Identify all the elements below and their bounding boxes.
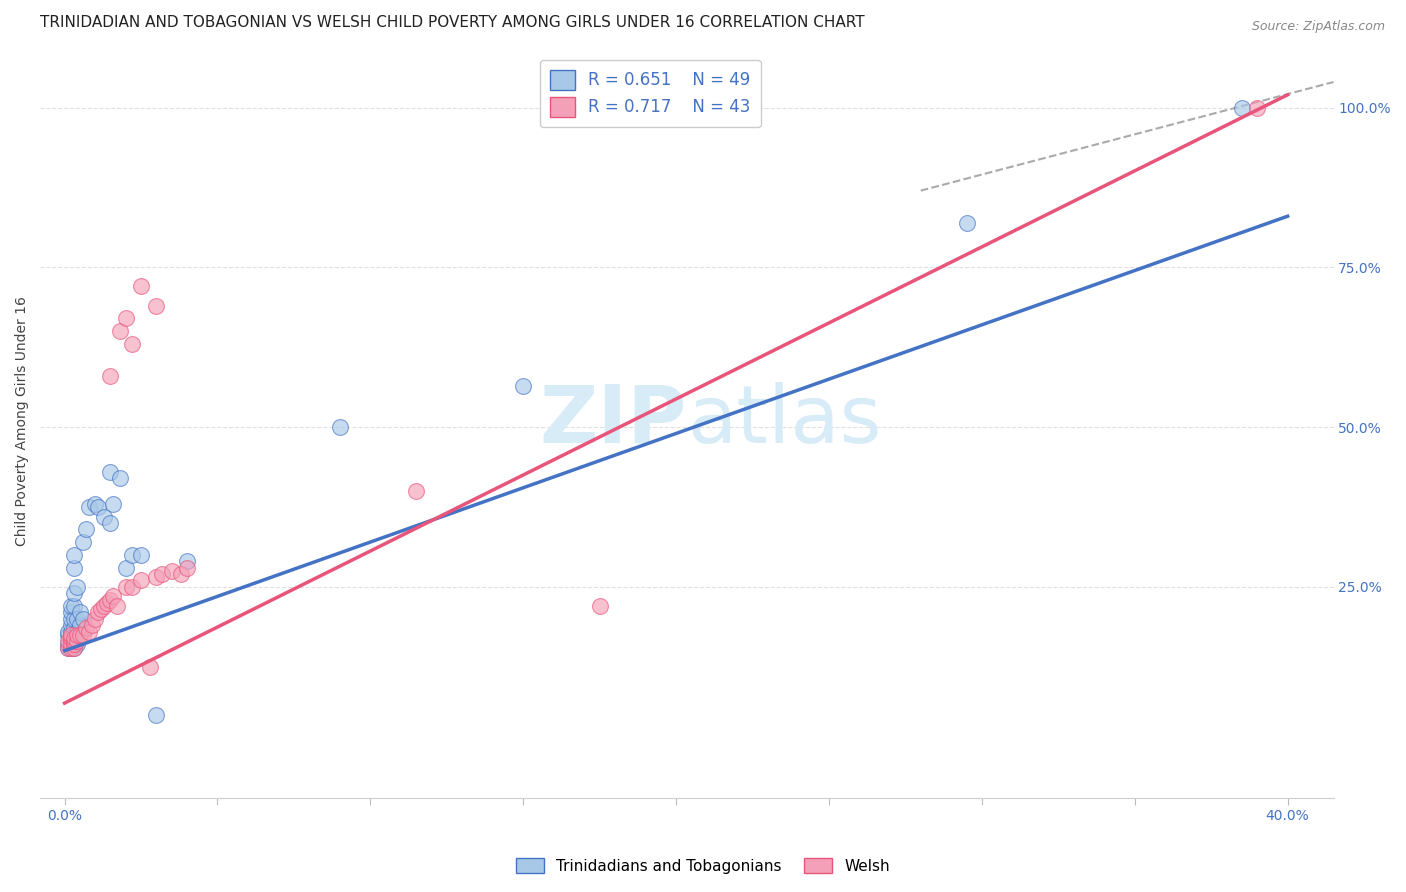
Point — [69, 606, 91, 620]
Point — [176, 560, 198, 574]
Point — [59, 637, 82, 651]
Point — [72, 612, 94, 626]
Point — [66, 580, 89, 594]
Point — [160, 564, 183, 578]
Point — [75, 621, 97, 635]
Point — [56, 640, 79, 655]
Point — [59, 612, 82, 626]
Point — [62, 640, 84, 655]
Point — [62, 640, 84, 655]
Y-axis label: Child Poverty Among Girls Under 16: Child Poverty Among Girls Under 16 — [15, 296, 30, 546]
Legend: Trinidadians and Tobagonians, Welsh: Trinidadians and Tobagonians, Welsh — [510, 852, 896, 880]
Point — [59, 631, 82, 645]
Point — [84, 612, 107, 626]
Point — [955, 216, 977, 230]
Point — [405, 483, 427, 498]
Point — [80, 618, 103, 632]
Point — [56, 628, 79, 642]
Point — [129, 548, 152, 562]
Point — [59, 634, 82, 648]
Point — [62, 599, 84, 613]
Point — [145, 707, 167, 722]
Point — [121, 580, 143, 594]
Point — [56, 634, 79, 648]
Point — [129, 574, 152, 588]
Point — [75, 522, 97, 536]
Point — [105, 599, 128, 613]
Text: TRINIDADIAN AND TOBAGONIAN VS WELSH CHILD POVERTY AMONG GIRLS UNDER 16 CORRELATI: TRINIDADIAN AND TOBAGONIAN VS WELSH CHIL… — [41, 15, 865, 30]
Point — [62, 631, 84, 645]
Point — [59, 599, 82, 613]
Point — [139, 659, 162, 673]
Point — [66, 628, 89, 642]
Text: atlas: atlas — [686, 382, 882, 459]
Point — [69, 628, 91, 642]
Point — [62, 637, 84, 651]
Point — [59, 606, 82, 620]
Point — [59, 618, 82, 632]
Point — [84, 497, 107, 511]
Point — [93, 599, 115, 613]
Point — [72, 535, 94, 549]
Point — [62, 634, 84, 648]
Text: Source: ZipAtlas.com: Source: ZipAtlas.com — [1251, 20, 1385, 33]
Point — [62, 586, 84, 600]
Point — [56, 637, 79, 651]
Point — [62, 637, 84, 651]
Point — [145, 570, 167, 584]
Point — [100, 465, 122, 479]
Point — [66, 612, 89, 626]
Point — [329, 420, 352, 434]
Point — [100, 592, 122, 607]
Point — [62, 560, 84, 574]
Point — [72, 628, 94, 642]
Point — [121, 337, 143, 351]
Point — [121, 548, 143, 562]
Point — [176, 554, 198, 568]
Point — [145, 299, 167, 313]
Point — [512, 378, 534, 392]
Point — [62, 628, 84, 642]
Point — [170, 567, 193, 582]
Point — [152, 567, 174, 582]
Point — [103, 590, 125, 604]
Point — [62, 548, 84, 562]
Point — [66, 634, 89, 648]
Point — [62, 631, 84, 645]
Point — [129, 279, 152, 293]
Point — [100, 368, 122, 383]
Point — [77, 500, 100, 514]
Point — [114, 560, 136, 574]
Point — [56, 624, 79, 639]
Point — [66, 624, 89, 639]
Point — [59, 631, 82, 645]
Point — [66, 637, 89, 651]
Point — [1246, 101, 1268, 115]
Point — [90, 602, 112, 616]
Point — [108, 471, 131, 485]
Point — [77, 624, 100, 639]
Point — [87, 500, 110, 514]
Point — [56, 640, 79, 655]
Point — [87, 606, 110, 620]
Point — [62, 621, 84, 635]
Point — [1230, 101, 1253, 115]
Point — [100, 516, 122, 530]
Point — [108, 324, 131, 338]
Point — [589, 599, 612, 613]
Point — [59, 624, 82, 639]
Point — [59, 640, 82, 655]
Point — [69, 618, 91, 632]
Point — [103, 497, 125, 511]
Point — [114, 311, 136, 326]
Point — [114, 580, 136, 594]
Point — [62, 612, 84, 626]
Point — [96, 596, 118, 610]
Point — [59, 628, 82, 642]
Text: ZIP: ZIP — [540, 382, 686, 459]
Point — [59, 640, 82, 655]
Point — [93, 509, 115, 524]
Point — [69, 628, 91, 642]
Legend: R = 0.651    N = 49, R = 0.717    N = 43: R = 0.651 N = 49, R = 0.717 N = 43 — [540, 60, 761, 127]
